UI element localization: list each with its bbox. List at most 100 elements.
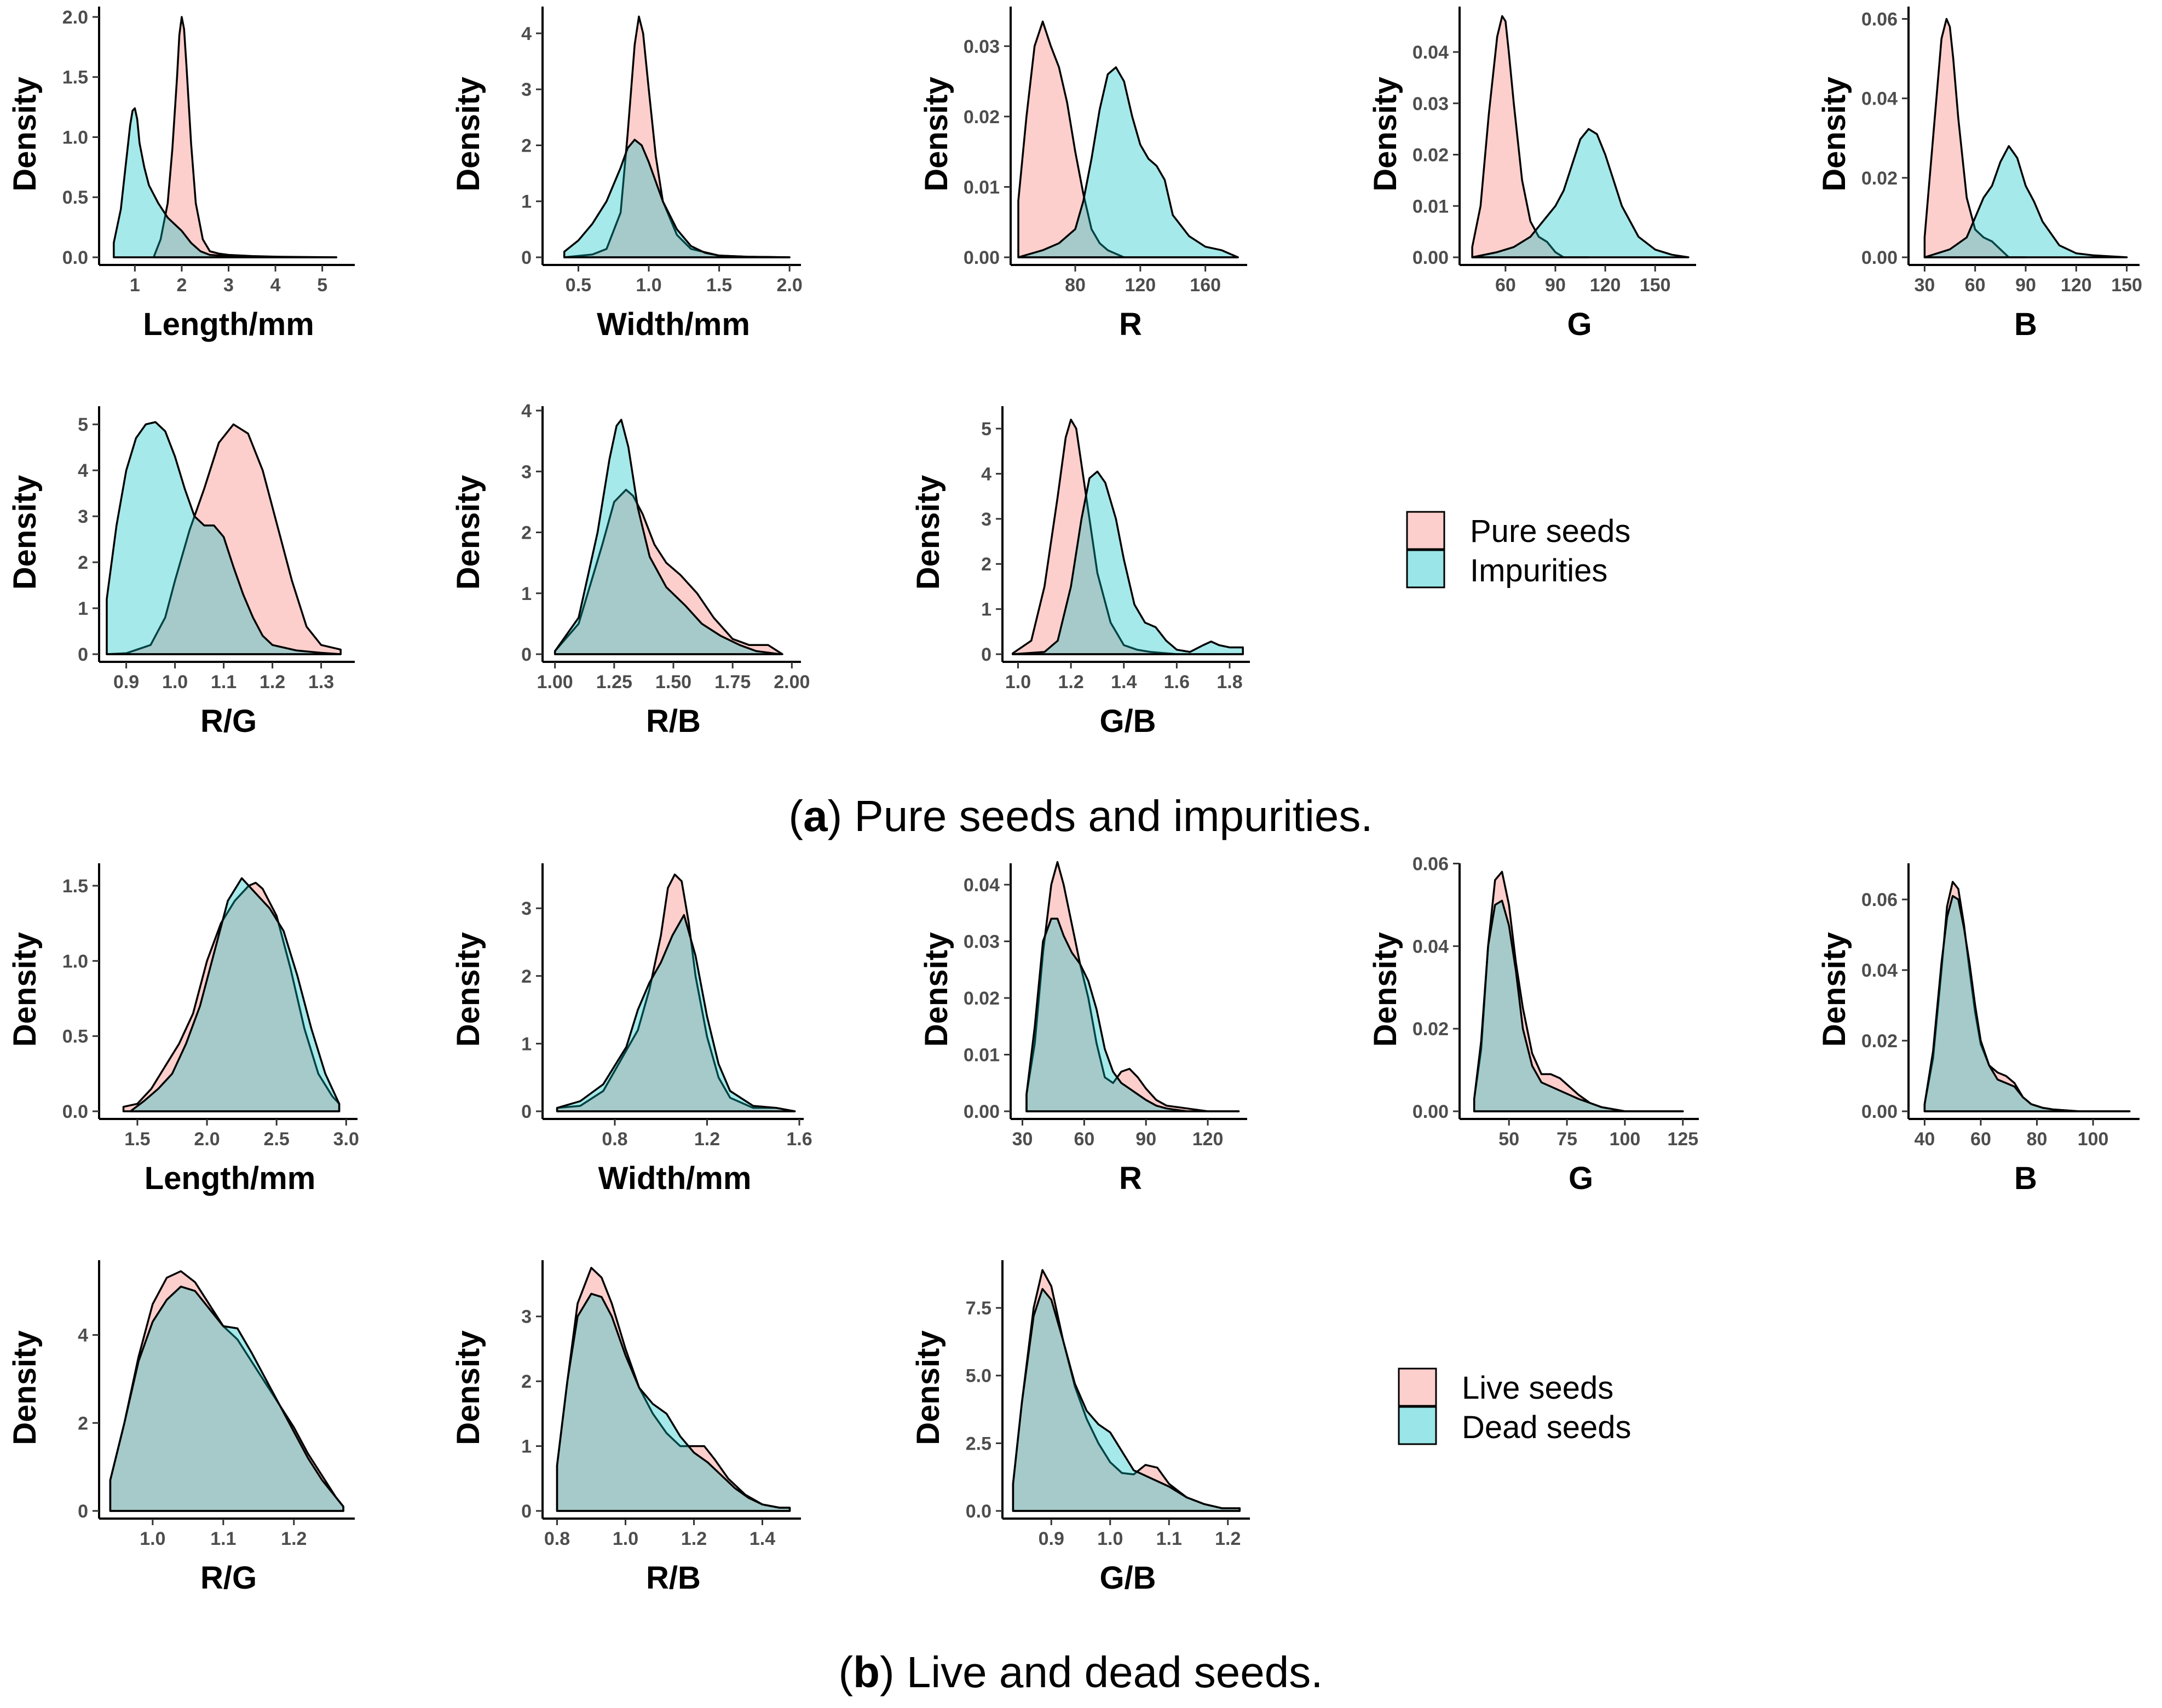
- x-tick-label-b1-0: 1.5: [124, 1129, 150, 1150]
- x-tick-label-a5-0: 30: [1914, 275, 1935, 296]
- x-tick-label-a7-4: 2.00: [774, 672, 810, 693]
- density-b3-series2: [1025, 918, 1240, 1112]
- x-tick-label-b2-1: 1.2: [694, 1129, 720, 1150]
- y-tick-label-b5-2: 0.04: [1861, 960, 1898, 981]
- density-b8-series2: [1012, 1288, 1241, 1512]
- x-tick-label-a3-1: 120: [1125, 275, 1156, 296]
- y-tick-label-a7-2: 2: [521, 523, 532, 544]
- x-tick-label-a6-2: 1.1: [211, 672, 237, 693]
- chart-b7: 0.8 1.0 1.2 1.4 0 1 2 3 R/B Density: [451, 1260, 801, 1596]
- legend-a-swatch-impurities: [1406, 549, 1445, 588]
- x-tick-label-b1-3: 3.0: [333, 1129, 359, 1150]
- x-tick-label-a5-3: 120: [2061, 275, 2092, 296]
- x-tick-label-a4-1: 90: [1545, 275, 1566, 296]
- y-axis-title-b7: Density: [451, 1330, 486, 1445]
- density-a7-series2: [554, 418, 781, 655]
- y-tick-label-a8-1: 1: [981, 599, 991, 620]
- x-tick-label-b3-3: 120: [1192, 1129, 1224, 1150]
- x-axis-title-b7: R/B: [646, 1560, 701, 1596]
- x-tick-label-b4-1: 75: [1556, 1129, 1577, 1150]
- chart-b2: 0.8 1.2 1.6 0 1 2 3 Width/mm Density: [451, 863, 812, 1196]
- caption-b: (b) Live and dead seeds.: [839, 1648, 1323, 1697]
- x-axis-title-a6: R/G: [200, 703, 257, 739]
- x-tick-label-a2-2: 1.5: [706, 275, 732, 296]
- x-axis-title-b2: Width/mm: [598, 1161, 752, 1196]
- x-tick-label-b2-2: 1.6: [786, 1129, 812, 1150]
- legend-b-label-live: Live seeds: [1462, 1370, 1613, 1406]
- y-tick-label-a5-0: 0.00: [1861, 247, 1898, 268]
- density-a4-series2: [1471, 128, 1690, 258]
- y-tick-label-b8-0: 0.0: [966, 1501, 991, 1522]
- chart-b8: 0.9 1.0 1.1 1.2 0.0 2.5 5.0 7.5 G/B Density: [910, 1260, 1250, 1596]
- y-tick-label-b2-3: 3: [521, 898, 532, 919]
- y-tick-label-b1-2: 1.0: [62, 951, 88, 972]
- y-axis-title-b5: Density: [1817, 932, 1852, 1047]
- x-tick-label-a1-0: 1: [130, 275, 140, 296]
- y-tick-label-b8-1: 2.5: [966, 1433, 991, 1454]
- y-tick-label-a2-2: 2: [521, 135, 532, 156]
- chart-b3: 30 60 90 120 0.00 0.01 0.02 0.03 0.04 R Density: [919, 861, 1247, 1196]
- x-axis-title-a8: G/B: [1099, 703, 1156, 739]
- y-tick-label-a1-1: 0.5: [62, 187, 88, 208]
- x-tick-label-a8-3: 1.6: [1164, 672, 1190, 693]
- x-tick-label-b7-1: 1.0: [613, 1528, 638, 1549]
- y-axis-title-b4: Density: [1368, 932, 1403, 1047]
- density-a3-series2: [1017, 66, 1239, 258]
- x-tick-label-a4-2: 120: [1590, 275, 1621, 296]
- y-tick-label-b5-1: 0.02: [1861, 1031, 1898, 1052]
- y-tick-label-b4-1: 0.02: [1412, 1019, 1449, 1040]
- density-a6-series2: [106, 421, 342, 655]
- y-axis-title-a5: Density: [1817, 77, 1852, 192]
- x-tick-label-a6-4: 1.3: [308, 672, 334, 693]
- y-tick-label-b2-2: 2: [521, 966, 532, 987]
- y-tick-label-a1-3: 1.5: [62, 67, 88, 88]
- chart-b5: 40 60 80 100 0.00 0.02 0.04 0.06 B Density: [1817, 863, 2140, 1196]
- x-axis-title-b4: G: [1569, 1161, 1593, 1196]
- x-tick-label-a6-0: 0.9: [113, 672, 139, 693]
- x-tick-label-a5-2: 90: [2015, 275, 2036, 296]
- x-tick-label-b8-1: 1.0: [1097, 1528, 1123, 1549]
- density-a8-series2: [1012, 470, 1244, 655]
- legend-b-swatch-dead: [1398, 1406, 1437, 1445]
- y-tick-label-a3-2: 0.02: [964, 107, 1000, 128]
- x-tick-label-b8-3: 1.2: [1215, 1528, 1241, 1549]
- x-tick-label-b5-3: 100: [2078, 1129, 2109, 1150]
- x-tick-label-b7-3: 1.4: [750, 1528, 775, 1549]
- y-tick-label-a5-2: 0.04: [1861, 89, 1898, 109]
- chart-b4: 50 75 100 125 0.00 0.02 0.04 0.06 G Density: [1368, 853, 1699, 1196]
- chart-b1: 1.5 2.0 2.5 3.0 0.0 0.5 1.0 1.5 Length/mm Density: [7, 863, 359, 1196]
- x-axis-title-a3: R: [1119, 307, 1142, 342]
- y-tick-label-a3-0: 0.00: [964, 247, 1000, 268]
- y-tick-label-b4-0: 0.00: [1412, 1101, 1449, 1122]
- y-tick-label-a2-4: 4: [521, 24, 532, 44]
- x-axis-title-b6: R/G: [200, 1560, 257, 1596]
- x-tick-label-a6-3: 1.2: [260, 672, 285, 693]
- x-tick-label-b3-2: 90: [1135, 1129, 1156, 1150]
- x-tick-label-a4-3: 150: [1640, 275, 1671, 296]
- y-tick-label-a4-1: 0.01: [1412, 196, 1449, 217]
- y-tick-label-b7-0: 0: [521, 1501, 532, 1522]
- x-tick-label-b7-2: 1.2: [681, 1528, 707, 1549]
- chart-a1: 1 2 3 4 5 0.0 0.5 1.0 1.5 2.0 Length/mm Density: [7, 7, 355, 342]
- x-axis-title-a5: B: [2014, 307, 2037, 342]
- x-tick-label-b8-2: 1.1: [1156, 1528, 1182, 1549]
- y-axis-title-a8: Density: [910, 475, 946, 590]
- y-tick-label-a6-5: 5: [78, 414, 88, 435]
- x-tick-label-b6-0: 1.0: [140, 1528, 165, 1549]
- y-tick-label-a7-0: 0: [521, 644, 532, 665]
- y-tick-label-a5-3: 0.06: [1861, 9, 1898, 30]
- y-tick-label-a8-5: 5: [981, 419, 991, 440]
- y-tick-label-b6-0: 0: [78, 1501, 88, 1522]
- legend-a-swatch-pure: [1406, 511, 1445, 550]
- x-tick-label-a7-2: 1.50: [655, 672, 691, 693]
- x-tick-label-a4-0: 60: [1495, 275, 1516, 296]
- density-a5-series2: [1923, 145, 2128, 258]
- y-tick-label-a4-2: 0.02: [1412, 145, 1449, 166]
- y-tick-label-b2-1: 1: [521, 1034, 532, 1054]
- x-tick-label-a1-1: 2: [176, 275, 187, 296]
- y-axis-title-a2: Density: [451, 77, 486, 192]
- y-tick-label-b6-2: 4: [78, 1325, 88, 1346]
- caption-a: (a) Pure seeds and impurities.: [788, 792, 1373, 840]
- x-axis-title-a7: R/B: [646, 703, 701, 739]
- legend-a-label-impurities: Impurities: [1470, 553, 1607, 588]
